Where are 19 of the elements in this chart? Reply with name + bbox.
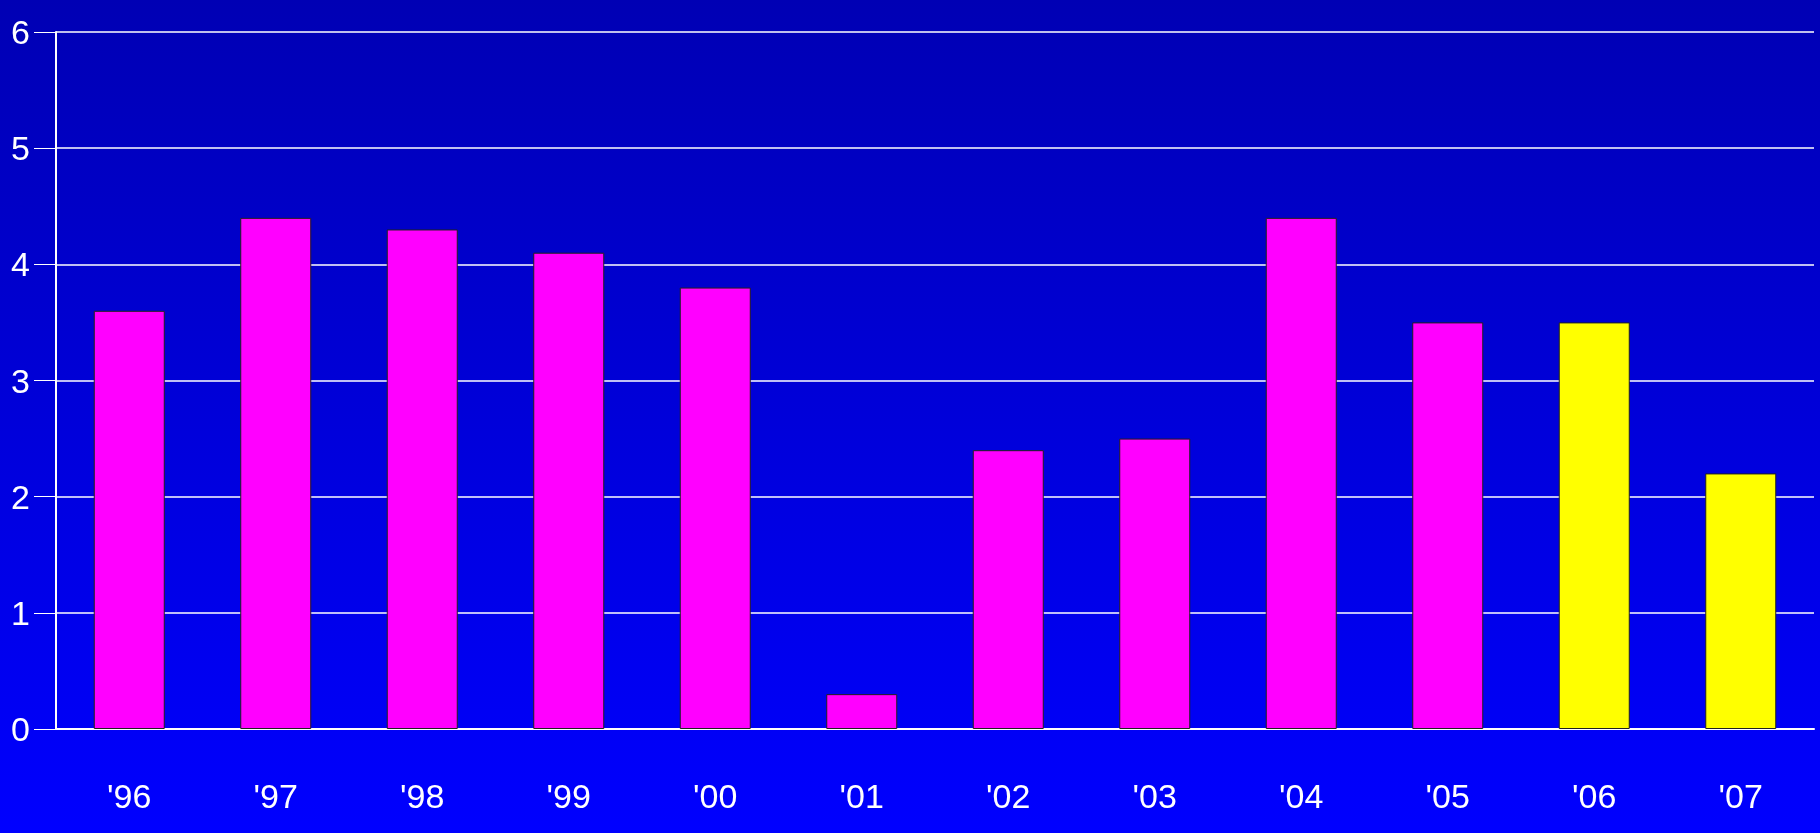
x-tick-label: '06 (1572, 777, 1617, 815)
x-tick-label: '03 (1132, 777, 1177, 815)
x-tick-label: '01 (839, 777, 884, 815)
y-tick-label: 3 (11, 361, 30, 400)
y-tick-label: 4 (11, 245, 30, 284)
y-tick-label: 1 (11, 593, 30, 632)
y-tick-label: 2 (11, 477, 30, 516)
x-tick-label: '96 (107, 777, 152, 815)
y-tick-label: 5 (11, 129, 30, 168)
y-tick-label: 0 (11, 710, 30, 748)
x-tick-label: '07 (1718, 777, 1763, 815)
x-tick-label: '98 (400, 777, 445, 815)
x-tick-label: '05 (1425, 777, 1470, 815)
x-tick-label: '00 (693, 777, 738, 815)
x-tick-label: '97 (253, 777, 298, 815)
y-tick-label: 6 (11, 13, 30, 51)
x-tick-label: '04 (1279, 777, 1324, 815)
x-tick-label: '02 (986, 777, 1031, 815)
x-tick-label: '99 (546, 777, 591, 815)
